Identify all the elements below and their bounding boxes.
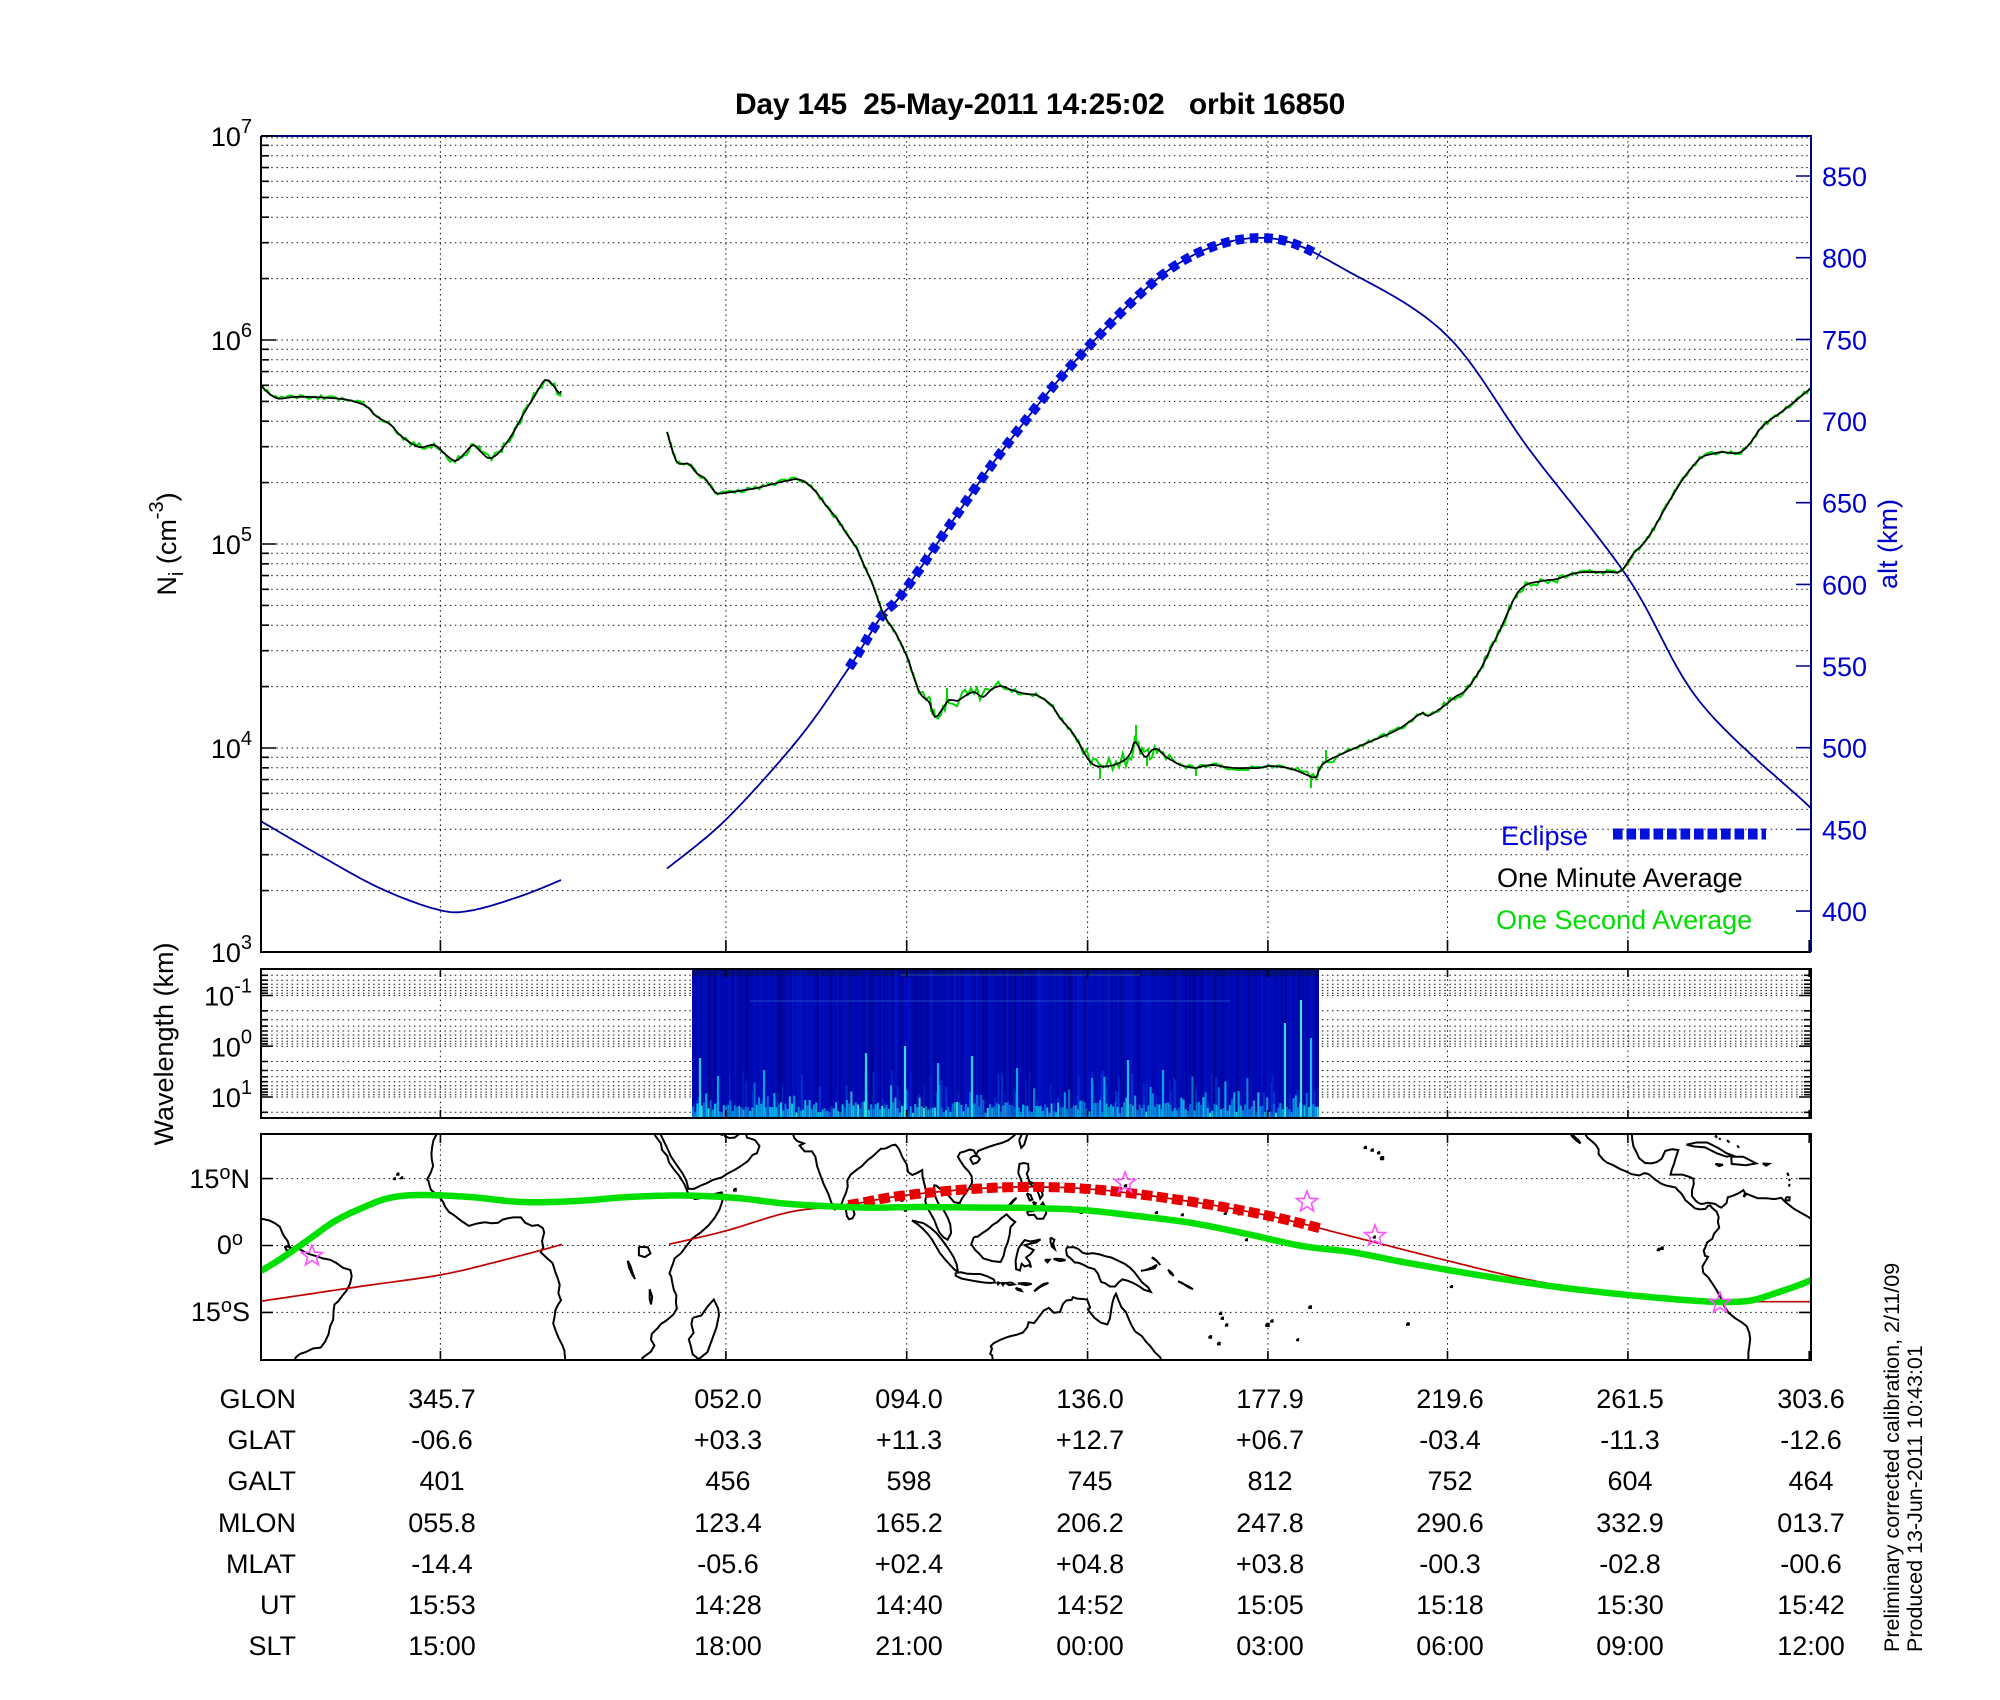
svg-text:055.8: 055.8 (408, 1508, 476, 1538)
svg-text:600: 600 (1822, 570, 1867, 600)
svg-text:GALT: GALT (227, 1466, 296, 1496)
svg-text:464: 464 (1788, 1466, 1833, 1496)
svg-text:15oN: 15oN (189, 1162, 250, 1194)
svg-text:400: 400 (1822, 897, 1867, 927)
svg-text:136.0: 136.0 (1056, 1384, 1124, 1414)
svg-text:+06.7: +06.7 (1236, 1425, 1304, 1455)
svg-text:219.6: 219.6 (1416, 1384, 1484, 1414)
svg-text:09:00: 09:00 (1596, 1631, 1664, 1661)
svg-text:UT: UT (260, 1590, 296, 1620)
svg-text:MLAT: MLAT (226, 1549, 296, 1579)
svg-text:+02.4: +02.4 (875, 1549, 943, 1579)
svg-text:401: 401 (419, 1466, 464, 1496)
svg-text:598: 598 (886, 1466, 931, 1496)
svg-text:SLT: SLT (248, 1631, 296, 1661)
svg-text:812: 812 (1247, 1466, 1292, 1496)
svg-text:GLON: GLON (219, 1384, 296, 1414)
svg-text:18:00: 18:00 (694, 1631, 762, 1661)
svg-text:332.9: 332.9 (1596, 1508, 1664, 1538)
svg-text:One Minute Average: One Minute Average (1497, 863, 1743, 893)
svg-text:Preliminary corrected calibrat: Preliminary corrected calibration, 2/11/… (1880, 1263, 1904, 1652)
svg-text:+03.3: +03.3 (694, 1425, 762, 1455)
svg-text:MLON: MLON (218, 1508, 296, 1538)
svg-text:Produced 13-Jun-2011 10:43:01: Produced 13-Jun-2011 10:43:01 (1903, 1345, 1927, 1652)
svg-text:-00.3: -00.3 (1419, 1549, 1481, 1579)
svg-text:Ni (cm-3): Ni (cm-3) (146, 492, 188, 595)
svg-text:15:00: 15:00 (408, 1631, 476, 1661)
svg-text:752: 752 (1427, 1466, 1472, 1496)
svg-text:107: 107 (211, 116, 252, 152)
svg-text:100: 100 (211, 1026, 252, 1062)
svg-text:700: 700 (1822, 407, 1867, 437)
svg-text:12:00: 12:00 (1777, 1631, 1845, 1661)
svg-text:094.0: 094.0 (875, 1384, 943, 1414)
svg-text:One Second Average: One Second Average (1496, 905, 1752, 935)
svg-text:21:00: 21:00 (875, 1631, 943, 1661)
svg-text:Eclipse: Eclipse (1501, 821, 1588, 851)
svg-text:06:00: 06:00 (1416, 1631, 1484, 1661)
svg-text:alt (km): alt (km) (1873, 499, 1903, 589)
svg-text:15:42: 15:42 (1777, 1590, 1845, 1620)
svg-text:+11.3: +11.3 (876, 1425, 942, 1455)
svg-text:10-1: 10-1 (204, 976, 252, 1012)
svg-text:-06.6: -06.6 (411, 1425, 473, 1455)
svg-text:14:40: 14:40 (875, 1590, 943, 1620)
svg-text:303.6: 303.6 (1777, 1384, 1845, 1414)
svg-text:00:00: 00:00 (1056, 1631, 1124, 1661)
svg-text:+12.7: +12.7 (1056, 1425, 1124, 1455)
svg-text:450: 450 (1822, 815, 1867, 845)
svg-text:104: 104 (211, 728, 252, 764)
svg-text:Wavelength (km): Wavelength (km) (149, 942, 179, 1145)
svg-text:177.9: 177.9 (1236, 1384, 1304, 1414)
svg-text:604: 604 (1607, 1466, 1652, 1496)
svg-text:15:18: 15:18 (1416, 1590, 1484, 1620)
svg-text:165.2: 165.2 (875, 1508, 943, 1538)
svg-text:14:28: 14:28 (694, 1590, 762, 1620)
svg-text:15:30: 15:30 (1596, 1590, 1664, 1620)
svg-text:15oS: 15oS (191, 1295, 250, 1327)
svg-text:013.7: 013.7 (1777, 1508, 1845, 1538)
svg-text:14:52: 14:52 (1056, 1590, 1124, 1620)
svg-text:290.6: 290.6 (1416, 1508, 1484, 1538)
svg-text:-00.6: -00.6 (1780, 1549, 1842, 1579)
svg-text:0o: 0o (217, 1228, 243, 1260)
svg-text:750: 750 (1822, 325, 1867, 355)
svg-text:345.7: 345.7 (408, 1384, 476, 1414)
svg-text:-11.3: -11.3 (1600, 1425, 1660, 1455)
svg-text:-03.4: -03.4 (1419, 1425, 1481, 1455)
svg-text:105: 105 (211, 524, 252, 560)
svg-text:-12.6: -12.6 (1780, 1425, 1842, 1455)
svg-text:052.0: 052.0 (694, 1384, 762, 1414)
svg-text:-14.4: -14.4 (411, 1549, 473, 1579)
svg-text:-05.6: -05.6 (697, 1549, 759, 1579)
svg-text:850: 850 (1822, 162, 1867, 192)
svg-text:800: 800 (1822, 244, 1867, 274)
svg-text:650: 650 (1822, 489, 1867, 519)
svg-text:261.5: 261.5 (1596, 1384, 1664, 1414)
svg-text:101: 101 (211, 1077, 252, 1113)
svg-text:15:53: 15:53 (408, 1590, 476, 1620)
svg-text:247.8: 247.8 (1236, 1508, 1304, 1538)
svg-text:15:05: 15:05 (1236, 1590, 1304, 1620)
svg-text:03:00: 03:00 (1236, 1631, 1304, 1661)
svg-text:123.4: 123.4 (694, 1508, 762, 1538)
svg-text:550: 550 (1822, 652, 1867, 682)
svg-text:+04.8: +04.8 (1056, 1549, 1124, 1579)
svg-text:206.2: 206.2 (1056, 1508, 1124, 1538)
svg-text:456: 456 (705, 1466, 750, 1496)
svg-text:+03.8: +03.8 (1236, 1549, 1304, 1579)
svg-text:Day 145 25-May-2011 14:25:02: Day 145 25-May-2011 14:25:02 orbit 16850 (735, 88, 1345, 121)
svg-text:106: 106 (211, 320, 252, 356)
svg-text:500: 500 (1822, 734, 1867, 764)
svg-text:103: 103 (211, 932, 252, 968)
svg-text:-02.8: -02.8 (1599, 1549, 1661, 1579)
svg-text:GLAT: GLAT (227, 1425, 296, 1455)
svg-text:745: 745 (1067, 1466, 1112, 1496)
